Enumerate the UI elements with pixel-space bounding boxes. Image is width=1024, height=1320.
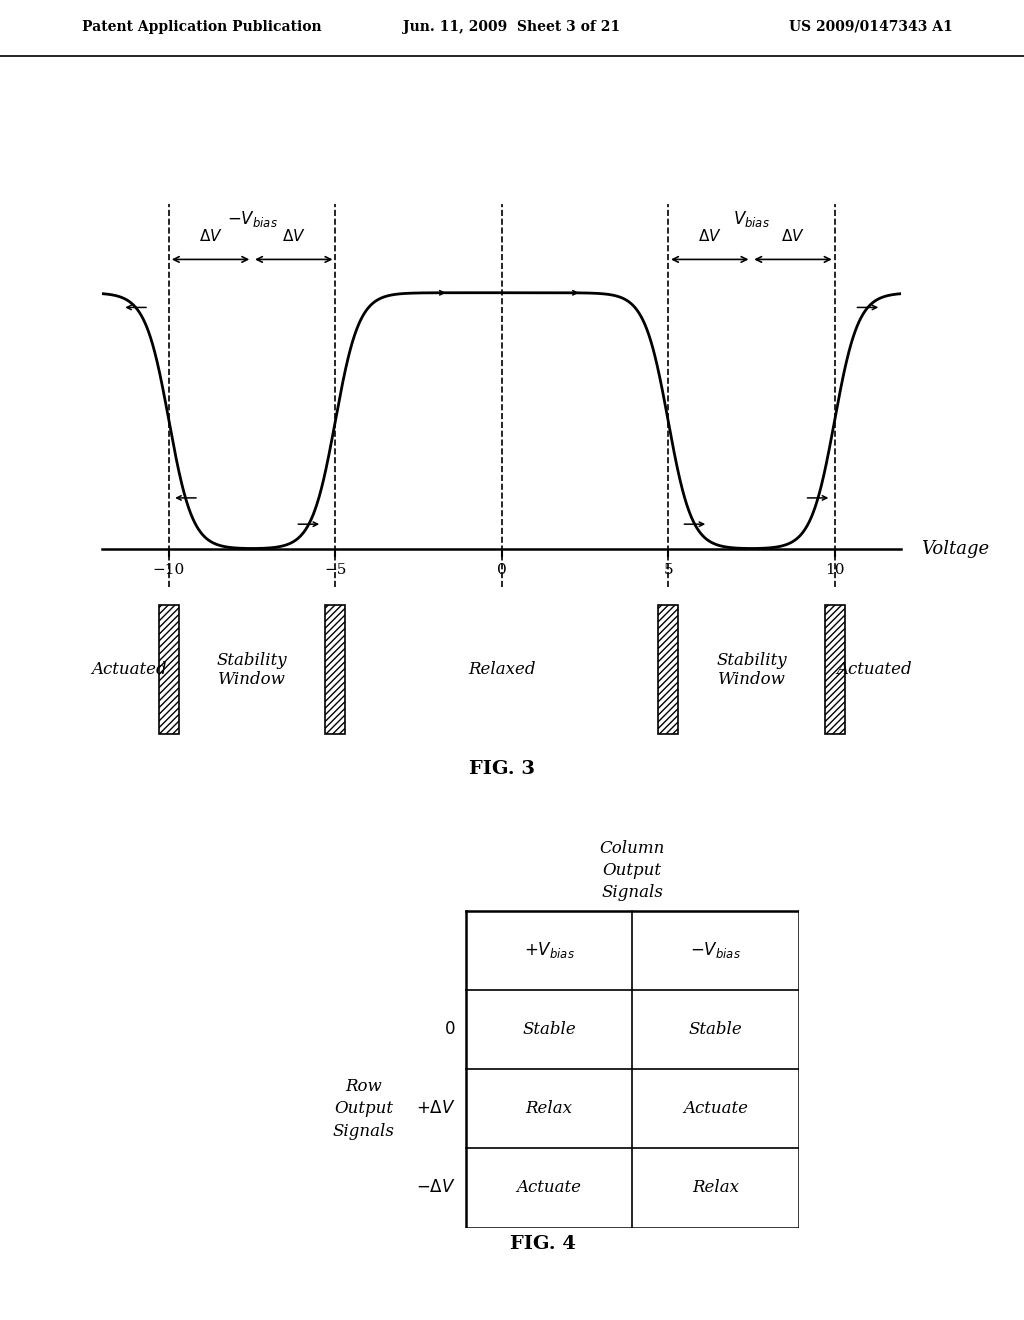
- Text: Relax: Relax: [525, 1101, 572, 1117]
- Text: Actuate: Actuate: [683, 1101, 748, 1117]
- Text: $V_{bias}$: $V_{bias}$: [733, 209, 770, 228]
- Text: Relax: Relax: [692, 1180, 739, 1196]
- Text: Actuate: Actuate: [517, 1180, 582, 1196]
- Text: US 2009/0147343 A1: US 2009/0147343 A1: [788, 20, 952, 34]
- Text: $-\Delta V$: $-\Delta V$: [416, 1180, 456, 1196]
- Text: $\Delta V$: $\Delta V$: [781, 228, 805, 244]
- Text: Jun. 11, 2009  Sheet 3 of 21: Jun. 11, 2009 Sheet 3 of 21: [403, 20, 621, 34]
- Text: Relaxed: Relaxed: [468, 661, 536, 678]
- Bar: [326, 605, 345, 734]
- Text: FIG. 4: FIG. 4: [510, 1236, 575, 1253]
- Text: $-V_{bias}$: $-V_{bias}$: [690, 940, 741, 961]
- Text: $+V_{bias}$: $+V_{bias}$: [523, 940, 574, 961]
- Text: Stable: Stable: [689, 1022, 742, 1038]
- Bar: [824, 605, 845, 734]
- Text: $\Delta V$: $\Delta V$: [282, 228, 305, 244]
- Text: $\Delta V$: $\Delta V$: [199, 228, 222, 244]
- Text: Column
Output
Signals: Column Output Signals: [600, 840, 665, 902]
- Bar: [658, 605, 678, 734]
- Text: $-V_{bias}$: $-V_{bias}$: [226, 209, 278, 228]
- Text: $0$: $0$: [444, 1022, 456, 1038]
- Text: Stability
Window: Stability Window: [716, 652, 786, 688]
- Text: Stability
Window: Stability Window: [217, 652, 288, 688]
- Text: Stable: Stable: [522, 1022, 575, 1038]
- Text: $\Delta V$: $\Delta V$: [698, 228, 722, 244]
- Text: FIG. 3: FIG. 3: [469, 760, 535, 777]
- Text: $+\Delta V$: $+\Delta V$: [416, 1101, 456, 1117]
- Text: Voltage: Voltage: [922, 540, 989, 558]
- Text: Patent Application Publication: Patent Application Publication: [82, 20, 322, 34]
- Text: Actuated: Actuated: [837, 661, 912, 678]
- Bar: [159, 605, 179, 734]
- Text: Actuated: Actuated: [91, 661, 167, 678]
- Text: Row
Output
Signals: Row Output Signals: [333, 1078, 394, 1139]
